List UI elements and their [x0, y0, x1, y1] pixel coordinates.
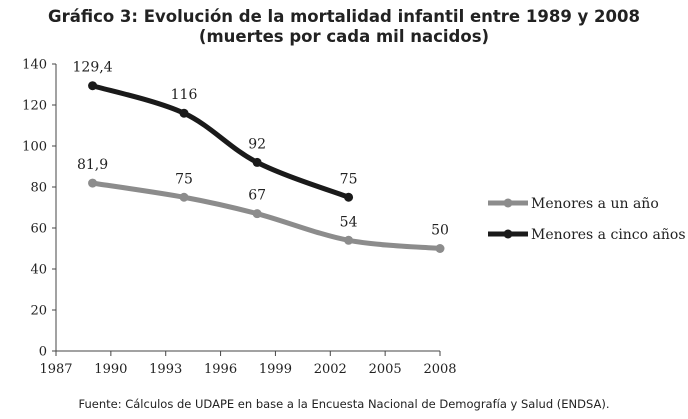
- legend-marker: [503, 229, 513, 239]
- data-point: [252, 209, 262, 219]
- data-point: [344, 192, 354, 202]
- x-tick-label: 2005: [369, 362, 402, 377]
- legend-marker: [503, 198, 513, 208]
- y-tick-label: 60: [30, 222, 47, 237]
- data-point: [252, 157, 262, 167]
- data-label: 75: [340, 171, 358, 187]
- y-tick-label: 100: [22, 140, 47, 155]
- y-tick-label: 80: [30, 181, 47, 196]
- chart-title: Gráfico 3: Evolución de la mortalidad in…: [48, 7, 640, 26]
- series-line: [90, 83, 352, 200]
- legend: Menores a un año Menores a cinco años: [488, 196, 686, 243]
- x-tick-label: 1993: [149, 362, 182, 377]
- legend-label: Menores a un año: [531, 196, 659, 212]
- x-tick-label: 1990: [94, 362, 127, 377]
- data-label: 129,4: [73, 60, 113, 76]
- chart-subtitle: (muertes por cada mil nacidos): [199, 27, 489, 46]
- data-label: 50: [431, 223, 449, 239]
- data-label: 81,9: [77, 157, 108, 173]
- data-point: [179, 192, 189, 202]
- data-label: 92: [248, 136, 266, 152]
- series-layer: 81,9 75 67 54 50 129,4 116 92 75: [73, 60, 449, 253]
- data-label: 67: [248, 188, 266, 204]
- x-tick-label: 2002: [314, 362, 347, 377]
- x-tick-label: 1999: [259, 362, 292, 377]
- chart-source: Fuente: Cálculos de UDAPE en base a la E…: [78, 397, 609, 411]
- data-point: [179, 108, 189, 118]
- data-label: 54: [340, 214, 358, 230]
- data-point: [88, 81, 98, 91]
- axes: 0 20 40 60 80 100 120 140 1987 1990 1993 1996 1999 20…: [22, 58, 456, 378]
- x-tick-label: 1987: [39, 362, 72, 377]
- y-tick-label: 20: [30, 304, 47, 319]
- data-label: 75: [175, 171, 193, 187]
- x-tick-label: 2008: [423, 362, 456, 377]
- series-menores-un-ano: 81,9 75 67 54 50: [77, 157, 449, 253]
- y-tick-label: 0: [39, 345, 47, 360]
- y-tick-label: 40: [30, 263, 47, 278]
- legend-label: Menores a cinco años: [531, 227, 686, 243]
- data-point: [88, 178, 98, 188]
- data-point: [435, 244, 445, 253]
- series-menores-cinco-anos: 129,4 116 92 75: [73, 60, 358, 202]
- legend-item: Menores a cinco años: [488, 227, 686, 243]
- legend-item: Menores a un año: [488, 196, 659, 212]
- x-tick-label: 1996: [204, 362, 237, 377]
- data-point: [344, 235, 354, 245]
- data-label: 116: [171, 87, 198, 103]
- series-line: [90, 180, 443, 251]
- y-tick-label: 140: [22, 58, 47, 73]
- y-tick-label: 120: [22, 99, 47, 114]
